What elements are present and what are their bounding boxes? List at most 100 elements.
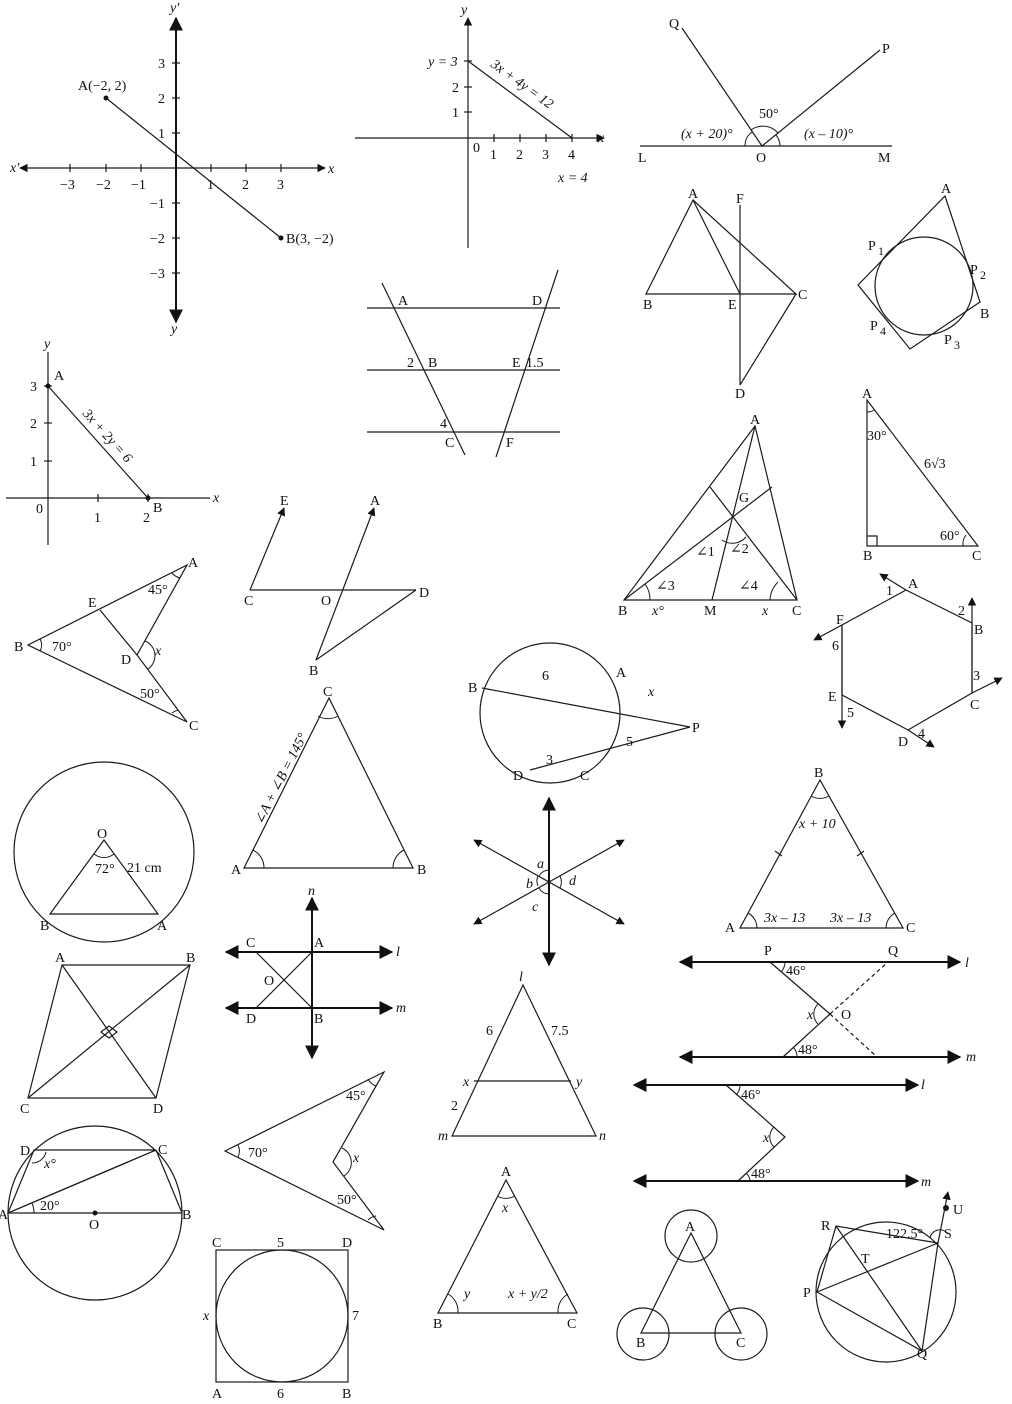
label-A: A — [862, 387, 873, 402]
label-x: x — [501, 1201, 509, 1216]
label-E: E — [828, 690, 837, 705]
label-A: A — [370, 494, 381, 509]
label-P: P — [803, 1286, 811, 1301]
subscript: 3 — [954, 338, 960, 352]
label-A: A — [314, 936, 325, 951]
figure-angles-on-line: Q P L O M (x + 20)° 50° (x – 10)° — [638, 17, 892, 166]
label-E: E — [512, 356, 521, 371]
label-angle60: 60° — [940, 529, 960, 544]
label-A: A — [685, 1220, 696, 1235]
label-angle45: 45° — [346, 1089, 366, 1104]
label-A: A — [941, 182, 952, 197]
label-D: D — [20, 1144, 30, 1159]
label-x-prime: x′ — [9, 161, 20, 176]
label-angle46: 46° — [786, 964, 806, 979]
label-angle-left: 3x – 13 — [763, 911, 805, 926]
label-D: D — [532, 294, 542, 309]
label-angle-sum: ∠A + ∠B = 145° — [252, 731, 311, 827]
label-P1: P — [868, 239, 876, 254]
label-F: F — [736, 192, 744, 207]
label-angle20: 20° — [40, 1199, 60, 1214]
label-E: E — [728, 298, 737, 313]
label-M: M — [704, 604, 717, 619]
figure-parallel-lines-n: n C A l O D B m — [224, 884, 406, 1060]
label-point-A: A(−2, 2) — [78, 79, 127, 94]
label-C: C — [20, 1102, 29, 1117]
label-3: 3 — [546, 753, 553, 768]
label-angle-right: (x – 10)° — [804, 127, 854, 142]
label-angle50: 50° — [337, 1193, 357, 1208]
label-A: A — [398, 294, 409, 309]
label-equation: 3x + 4y = 12 — [487, 57, 556, 113]
label-l: l — [396, 945, 400, 960]
label-x: x — [806, 1008, 814, 1023]
label-angle-50: 50° — [759, 107, 779, 122]
label-B: B — [309, 664, 318, 679]
label-C: C — [970, 698, 979, 713]
figure-zigzag-parallel: l 46° x 48° m — [632, 1078, 931, 1190]
label-O: O — [321, 594, 331, 609]
label-B: B — [428, 356, 437, 371]
label-angle70: 70° — [52, 640, 72, 655]
label-A: A — [501, 1165, 512, 1180]
label-O: O — [756, 151, 766, 166]
label-angle48: 48° — [798, 1043, 818, 1058]
label-B: B — [314, 1012, 323, 1027]
label-y: y — [459, 3, 468, 18]
label-Q: Q — [917, 1347, 927, 1362]
label-B: B — [14, 640, 23, 655]
label-c: c — [532, 900, 539, 915]
label-C: C — [906, 921, 915, 936]
figure-secants-from-P: A B C D P 6 x 5 3 — [468, 642, 700, 784]
label-x-deg: x° — [43, 1157, 56, 1172]
label-B: B — [974, 623, 983, 638]
figure-triangle-ABC-FD: A F B E C D — [643, 187, 807, 402]
label-6: 6 — [832, 639, 839, 654]
tick-label: −3 — [60, 178, 75, 193]
label-7.5: 7.5 — [551, 1024, 569, 1039]
figure-cyclic-quad-PRSQ: U R 122.5° S T P Q — [803, 1191, 963, 1363]
label-angle122: 122.5° — [886, 1227, 923, 1242]
label-angle46: 46° — [741, 1088, 761, 1103]
figure-triangle-xy: A x y x + y/2 B C — [433, 1165, 579, 1332]
label-angle70: 70° — [248, 1146, 268, 1161]
label-x: x — [647, 685, 655, 700]
figure-isosceles-triangle: B x + 10 A C 3x – 13 3x – 13 — [725, 766, 915, 936]
label-B: B — [618, 604, 627, 619]
label-1.5: 1.5 — [526, 356, 544, 371]
label-y-prime: y′ — [168, 1, 180, 16]
label-U: U — [953, 1203, 963, 1218]
tick-label: −3 — [150, 267, 165, 282]
label-x: x — [462, 1075, 470, 1090]
label-C: C — [798, 288, 807, 303]
label-A: A — [157, 919, 168, 934]
label-2: 2 — [958, 604, 965, 619]
tick-label: 2 — [452, 81, 459, 96]
label-4: 4 — [918, 727, 925, 742]
label-origin: 0 — [473, 141, 480, 156]
label-C: C — [212, 1236, 221, 1251]
label-O: O — [89, 1218, 99, 1233]
figure-intersecting-lines: a b c d — [473, 796, 625, 967]
figure-three-circles-triangle: A B C — [616, 1209, 768, 1361]
label-A: A — [750, 413, 761, 428]
label-B: B — [182, 1208, 191, 1223]
label-x-eq-4: x = 4 — [557, 171, 588, 186]
label-y-eq-3: y = 3 — [426, 55, 458, 70]
label-G: G — [739, 491, 749, 506]
label-D: D — [153, 1102, 163, 1117]
label-a: a — [537, 857, 544, 872]
tick-label: 3 — [158, 57, 165, 72]
label-S: S — [944, 1227, 952, 1242]
label-M: M — [878, 151, 891, 166]
label-angle-top: x + 10 — [798, 817, 836, 832]
label-angle48: 48° — [751, 1167, 771, 1182]
label-O: O — [841, 1008, 851, 1023]
label-1: 1 — [886, 584, 893, 599]
label-4: 4 — [440, 417, 447, 432]
figure-triangle-lmn: l 6 7.5 x y 2 m n — [438, 970, 606, 1144]
label-d: d — [569, 874, 577, 889]
figure-crossed-segments: E A C O D B — [244, 494, 429, 679]
label-x: x — [202, 1309, 210, 1324]
label-5: 5 — [847, 706, 854, 721]
